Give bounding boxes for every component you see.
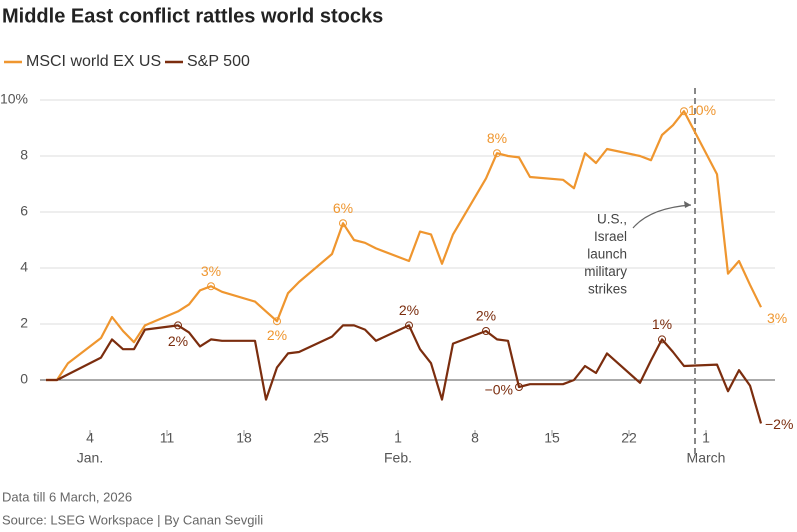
x-month-label: Jan.: [77, 450, 103, 466]
event-label: Israel: [594, 229, 627, 244]
legend-label: S&P 500: [187, 53, 250, 70]
point-marker: [174, 321, 182, 330]
x-tick-label: 1: [394, 430, 402, 446]
point-marker: [273, 317, 281, 326]
legend-label: MSCI world EX US: [26, 53, 161, 70]
y-tick-label: 4: [20, 259, 28, 275]
y-tick-label: 10%: [0, 91, 28, 107]
point-marker: [493, 149, 501, 158]
y-tick-label: 0: [20, 371, 28, 387]
x-tick-label: 22: [621, 430, 637, 446]
value-label: −0%: [485, 382, 513, 398]
x-month-label: Feb.: [384, 450, 412, 466]
event-arrowhead: [684, 201, 691, 208]
event-label: military: [584, 264, 627, 279]
value-label: 10%: [688, 102, 716, 118]
series-line: [46, 324, 763, 424]
y-tick-label: 6: [20, 203, 28, 219]
point-marker: [405, 321, 413, 330]
x-month-label: March: [687, 450, 726, 466]
source: Source: LSEG Workspace | By Canan Sevgil…: [2, 512, 263, 527]
point-marker: [658, 335, 666, 344]
value-label: 2%: [267, 327, 287, 343]
point-marker: [680, 107, 688, 116]
chart-title: Middle East conflict rattles world stock…: [2, 5, 383, 27]
x-tick-label: 4: [86, 430, 94, 446]
value-label: −2%: [765, 416, 793, 432]
point-marker: [207, 282, 215, 291]
x-tick-label: 18: [236, 430, 252, 446]
value-label: 6%: [333, 200, 353, 216]
point-marker: [482, 327, 490, 335]
point-marker: [515, 383, 523, 391]
y-tick-label: 2: [20, 315, 28, 331]
event-label: strikes: [588, 282, 627, 297]
value-label: 3%: [767, 310, 787, 326]
point-marker: [339, 219, 347, 228]
value-label: 1%: [652, 316, 672, 332]
event-label: U.S.,: [597, 212, 627, 227]
x-tick-label: 1: [702, 430, 710, 446]
value-label: 3%: [201, 263, 221, 279]
event-label: launch: [587, 247, 627, 262]
x-tick-label: 8: [471, 430, 479, 446]
y-tick-label: 8: [20, 147, 28, 163]
x-tick-label: 15: [544, 430, 560, 446]
x-tick-label: 11: [160, 430, 175, 446]
x-tick-label: 25: [313, 430, 329, 446]
series-line: [46, 110, 762, 382]
value-label: 2%: [476, 308, 496, 324]
footnote: Data till 6 March, 2026: [2, 489, 132, 504]
value-label: 2%: [399, 302, 419, 318]
value-label: 2%: [168, 333, 188, 349]
event-arrow: [632, 204, 692, 229]
value-label: 8%: [487, 130, 507, 146]
